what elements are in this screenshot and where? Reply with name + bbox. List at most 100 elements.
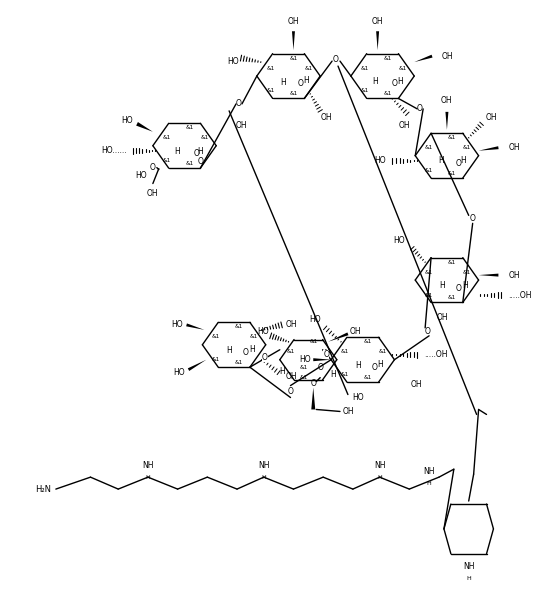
Text: &1: &1 (383, 91, 392, 96)
Text: &1: &1 (289, 91, 298, 96)
Polygon shape (136, 122, 153, 132)
Text: &1: &1 (398, 66, 406, 70)
Text: NH: NH (142, 461, 154, 469)
Text: H: H (281, 78, 286, 86)
Text: &1: &1 (212, 357, 220, 362)
Text: O: O (197, 157, 203, 166)
Text: H: H (303, 76, 309, 85)
Text: OH: OH (441, 96, 453, 105)
Text: &1: &1 (462, 145, 471, 150)
Text: OH: OH (320, 113, 332, 123)
Text: HO: HO (352, 393, 364, 402)
Text: H: H (280, 367, 286, 376)
Text: HO: HO (171, 320, 183, 329)
Text: OH: OH (236, 121, 247, 130)
Text: O: O (236, 99, 242, 108)
Text: O: O (372, 363, 378, 372)
Text: OH: OH (508, 143, 520, 152)
Text: &1: &1 (212, 334, 220, 339)
Text: OH: OH (436, 313, 448, 323)
Text: HO: HO (135, 171, 147, 180)
Text: OH: OH (286, 372, 297, 381)
Text: HO: HO (300, 355, 312, 364)
Text: OH: OH (410, 380, 422, 389)
Text: O: O (287, 387, 293, 396)
Text: .....OH: .....OH (508, 291, 532, 300)
Text: &1: &1 (448, 135, 456, 140)
Text: H: H (438, 156, 444, 165)
Text: O: O (310, 379, 316, 388)
Text: &1: &1 (267, 88, 275, 94)
Text: &1: &1 (185, 126, 194, 130)
Text: H: H (226, 346, 232, 355)
Text: NH: NH (258, 461, 270, 469)
Text: H: H (249, 345, 255, 354)
Text: H: H (372, 76, 377, 85)
Text: HO: HO (227, 57, 239, 66)
Text: HO: HO (121, 116, 133, 126)
Text: O: O (456, 159, 462, 168)
Text: &1: &1 (364, 375, 372, 380)
Polygon shape (188, 360, 206, 371)
Text: &1: &1 (425, 168, 433, 173)
Text: &1: &1 (361, 88, 369, 94)
Polygon shape (445, 112, 448, 130)
Text: &1: &1 (299, 365, 307, 370)
Text: H: H (261, 475, 266, 480)
Text: HO: HO (393, 236, 405, 244)
Text: O: O (391, 79, 397, 88)
Text: O: O (317, 363, 323, 372)
Polygon shape (186, 323, 204, 330)
Text: HO: HO (257, 327, 269, 336)
Polygon shape (376, 31, 379, 50)
Text: &1: &1 (324, 349, 332, 354)
Text: H: H (330, 370, 336, 379)
Text: &1: &1 (341, 372, 349, 377)
Text: &1: &1 (361, 66, 369, 70)
Text: HO: HO (173, 368, 184, 377)
Text: H: H (377, 475, 382, 480)
Text: &1: &1 (163, 135, 171, 140)
Text: O: O (469, 214, 475, 223)
Text: &1: &1 (425, 269, 433, 275)
Polygon shape (313, 358, 331, 361)
Text: H: H (397, 76, 403, 85)
Text: &1: &1 (309, 339, 317, 345)
Text: OH: OH (508, 271, 520, 279)
Polygon shape (479, 274, 499, 276)
Text: &1: &1 (448, 171, 456, 176)
Text: &1: &1 (235, 360, 243, 365)
Polygon shape (414, 54, 432, 62)
Text: &1: &1 (286, 349, 295, 354)
Text: &1: &1 (185, 161, 194, 166)
Text: &1: &1 (448, 260, 456, 265)
Text: O: O (323, 350, 329, 359)
Text: .....OH: .....OH (424, 350, 448, 359)
Text: H₂N: H₂N (35, 485, 51, 494)
Text: O: O (416, 104, 422, 114)
Polygon shape (312, 388, 315, 410)
Polygon shape (479, 146, 499, 151)
Text: H: H (146, 475, 150, 480)
Text: &1: &1 (448, 295, 456, 301)
Text: OH: OH (398, 121, 410, 130)
Text: &1: &1 (378, 349, 386, 354)
Text: OH: OH (442, 52, 454, 60)
Text: &1: &1 (200, 135, 209, 140)
Text: OH: OH (350, 327, 362, 336)
Text: HO: HO (309, 316, 321, 324)
Text: &1: &1 (289, 56, 298, 60)
Text: O: O (194, 149, 199, 158)
Text: &1: &1 (364, 339, 372, 345)
Text: O: O (150, 163, 156, 172)
Polygon shape (292, 31, 295, 50)
Text: OH: OH (372, 17, 383, 26)
Text: &1: &1 (250, 334, 258, 339)
Text: O: O (456, 284, 462, 292)
Text: O: O (243, 348, 249, 357)
Polygon shape (328, 333, 349, 342)
Text: &1: &1 (425, 292, 433, 298)
Text: OH: OH (286, 320, 297, 329)
Text: OH: OH (486, 113, 497, 123)
Text: O: O (333, 54, 339, 63)
